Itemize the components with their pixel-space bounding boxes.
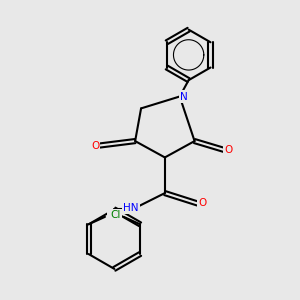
Text: N: N [180,92,188,101]
Text: Cl: Cl [108,210,119,220]
Text: O: O [198,199,206,208]
Text: HN: HN [123,203,138,213]
Text: Cl: Cl [110,210,121,220]
Text: O: O [91,140,99,151]
Text: O: O [225,145,233,155]
